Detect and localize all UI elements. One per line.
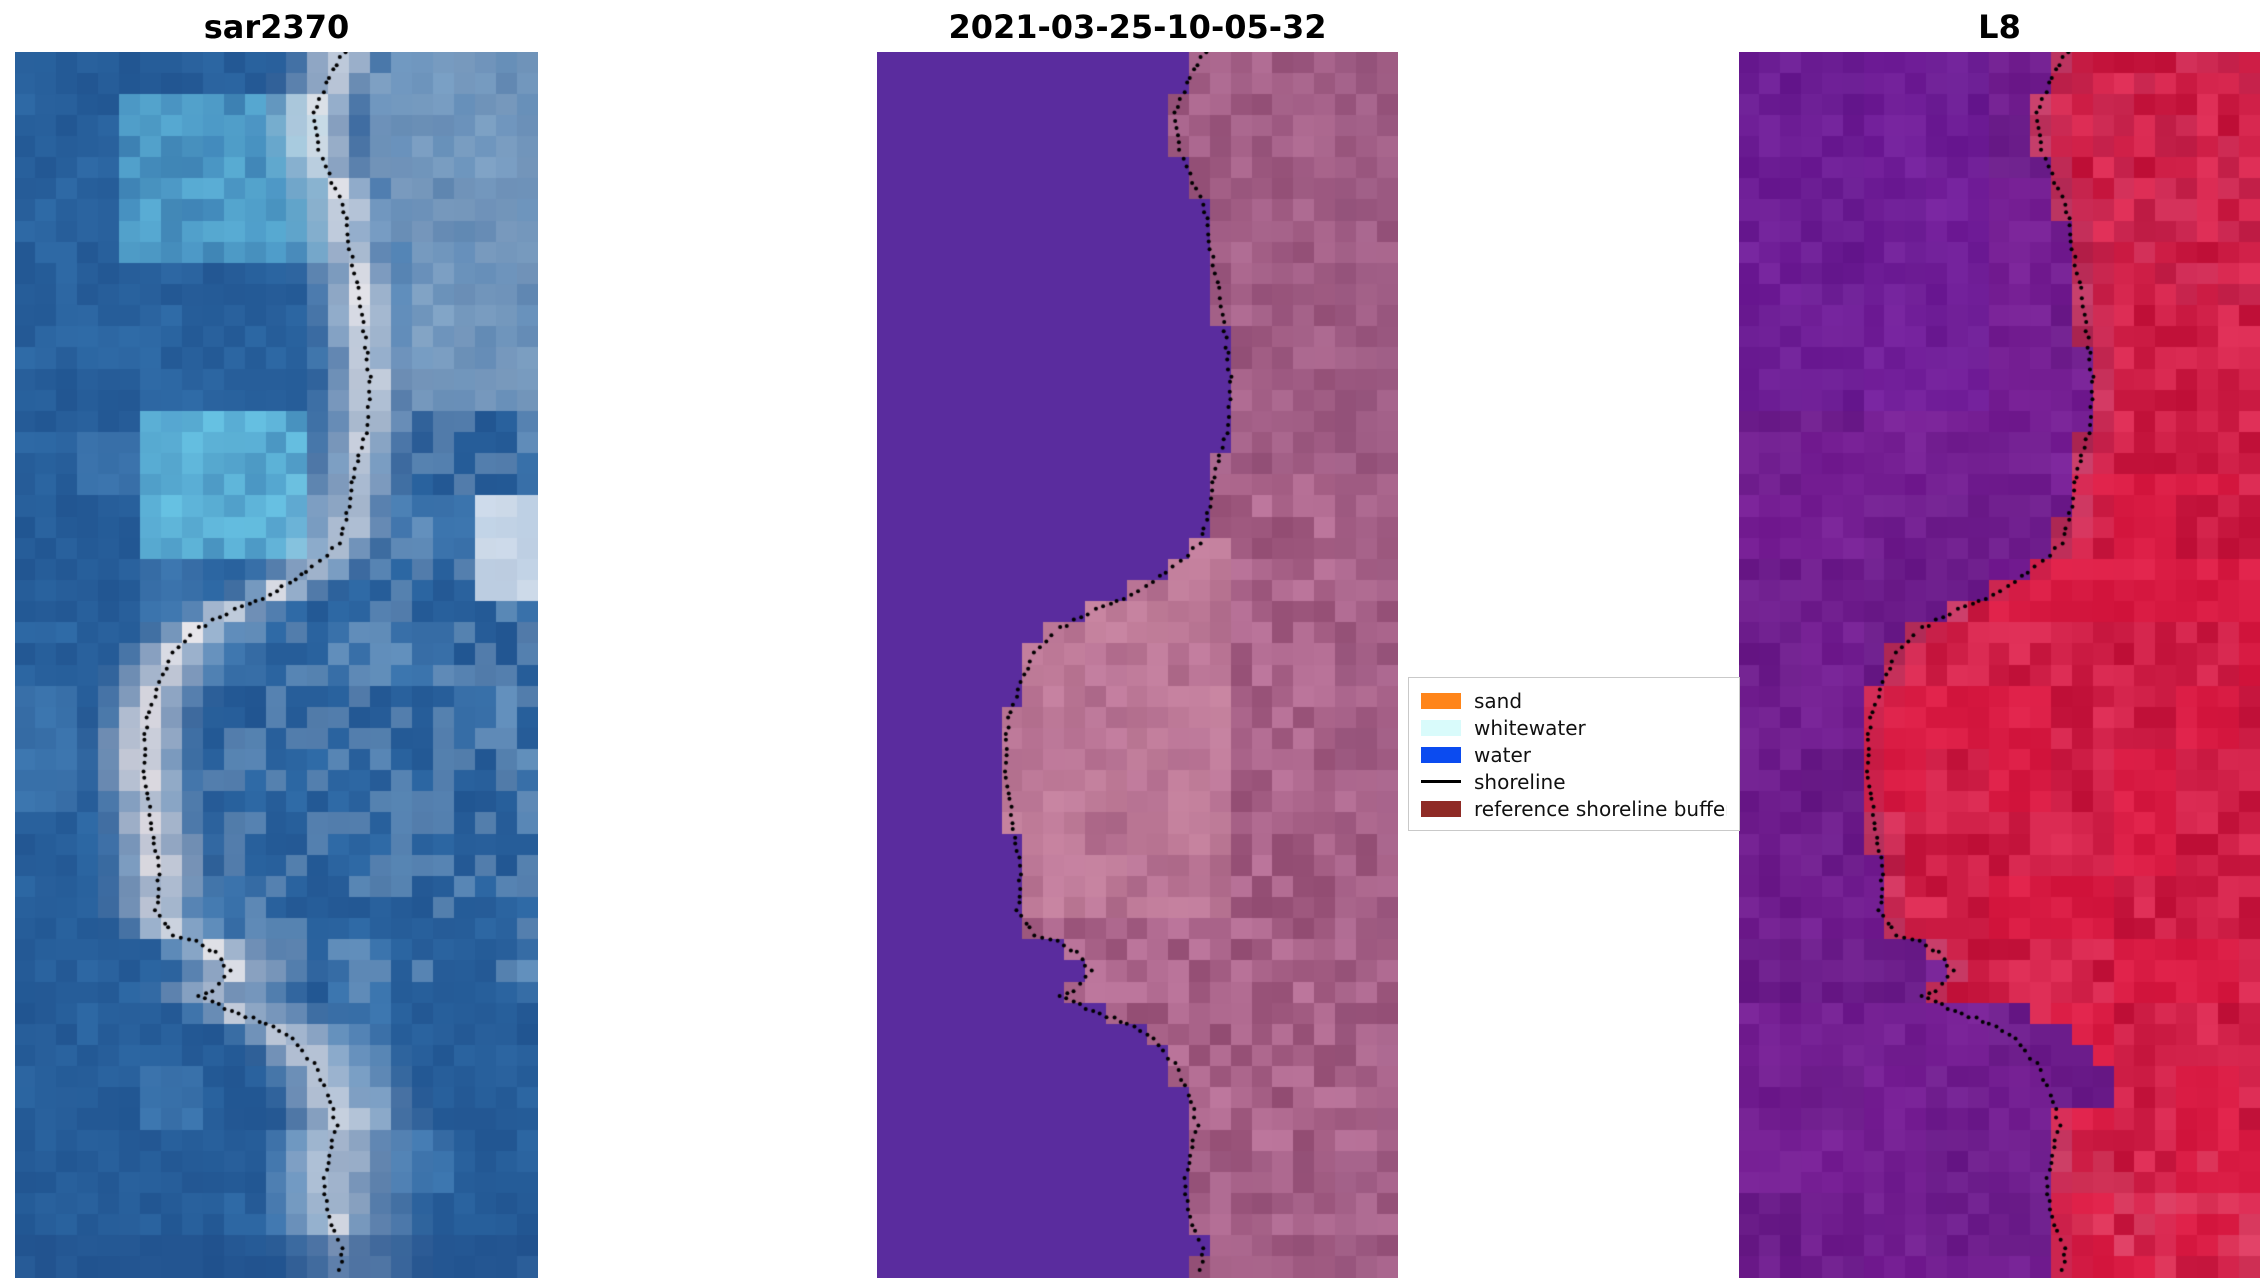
legend: sand whitewater water shoreline referenc… (1408, 677, 1740, 831)
whitewater-swatch (1421, 719, 1461, 736)
panel-title-l8: L8 (1978, 8, 2021, 46)
legend-label-reference-buffer: reference shoreline buffer (1474, 796, 1727, 821)
legend-label-sand: sand (1474, 688, 1523, 713)
l8-image-panel (1739, 52, 2260, 1278)
legend-label-whitewater: whitewater (1474, 715, 1586, 740)
panel-title-classified: 2021-03-25-10-05-32 (948, 8, 1327, 46)
reference-buffer-swatch (1421, 800, 1461, 817)
legend-label-shoreline: shoreline (1474, 769, 1566, 794)
panel-title-sar: sar2370 (203, 8, 350, 46)
classification-image-panel (877, 52, 1398, 1278)
legend-item-sand: sand (1421, 687, 1727, 714)
legend-item-reference-buffer: reference shoreline buffer (1421, 795, 1727, 822)
sand-swatch (1421, 692, 1461, 709)
shoreline-line-swatch (1421, 780, 1461, 783)
water-swatch (1421, 746, 1461, 763)
legend-item-shoreline: shoreline (1421, 768, 1727, 795)
sar-image-panel (15, 52, 538, 1278)
legend-item-water: water (1421, 741, 1727, 768)
legend-label-water: water (1474, 742, 1531, 767)
legend-item-whitewater: whitewater (1421, 714, 1727, 741)
